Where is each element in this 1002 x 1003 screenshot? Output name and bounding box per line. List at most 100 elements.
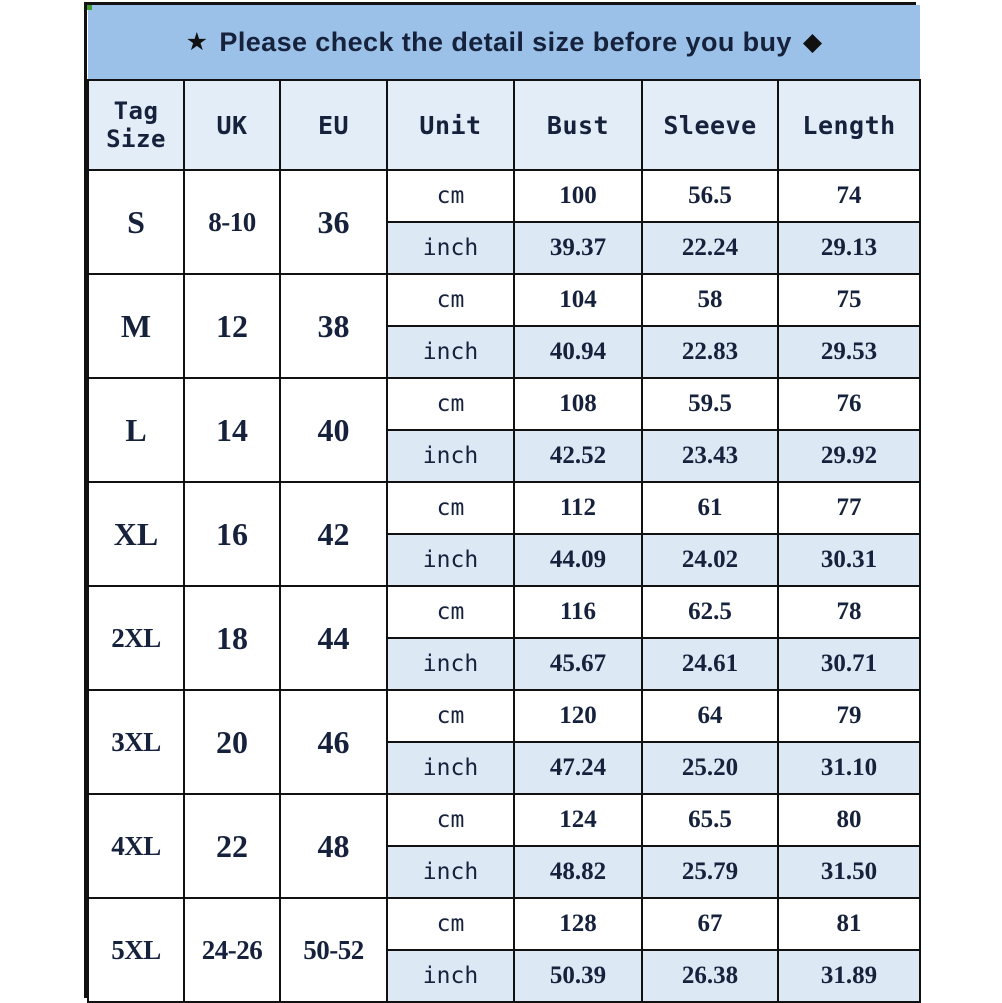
cell-length-inch: 29.53 xyxy=(776,325,922,379)
cell-tag-size: M xyxy=(87,273,185,379)
table-row: inch 47.24 25.20 31.10 xyxy=(88,741,922,795)
table-row: inch 42.52 23.43 29.92 xyxy=(88,429,922,483)
cell-eu: 38 xyxy=(279,273,388,379)
cell-sleeve-cm: 62.5 xyxy=(641,585,779,639)
cell-unit-inch: inch xyxy=(386,845,515,899)
cell-sleeve-cm: 65.5 xyxy=(641,793,779,847)
table-row: 2XL 18 44 cm 116 62.5 78 xyxy=(87,585,922,691)
cell-length-inch: 31.50 xyxy=(776,845,922,899)
cell-uk: 24-26 xyxy=(183,897,281,1003)
cell-length-inch: 31.10 xyxy=(776,741,922,795)
cell-uk: 18 xyxy=(183,585,281,691)
cell-unit-inch: inch xyxy=(386,741,515,795)
cell-bust-inch: 47.24 xyxy=(513,741,643,795)
cell-unit-cm: cm xyxy=(386,897,515,951)
cell-tag-size: 5XL xyxy=(87,897,185,1003)
cell-eu: 44 xyxy=(279,585,388,691)
cell-sleeve-cm: 67 xyxy=(641,897,779,951)
cell-unit-inch: inch xyxy=(386,325,515,379)
cell-uk: 14 xyxy=(183,377,281,483)
cell-unit-inch: inch xyxy=(386,637,515,691)
cell-sleeve-inch: 24.61 xyxy=(641,637,779,691)
table-row: 5XL 24-26 50-52 cm 128 67 81 xyxy=(87,897,922,1003)
table-row: inch 48.82 25.79 31.50 xyxy=(88,845,922,899)
cell-bust-cm: 128 xyxy=(513,897,643,951)
cell-unit-cm: cm xyxy=(386,793,515,847)
diamond-icon: ◆ xyxy=(802,27,823,56)
cell-bust-cm: 112 xyxy=(513,481,643,535)
cell-bust-cm: 120 xyxy=(513,689,643,743)
cell-length-inch: 30.71 xyxy=(776,637,922,691)
cell-length-inch: 31.89 xyxy=(776,949,922,1003)
column-header-bust: Bust xyxy=(513,79,643,171)
cell-length-cm: 77 xyxy=(776,481,922,535)
cell-length-inch: 29.92 xyxy=(776,429,922,483)
cell-bust-inch: 40.94 xyxy=(513,325,643,379)
cell-bust-inch: 42.52 xyxy=(513,429,643,483)
cell-sleeve-cm: 56.5 xyxy=(641,169,779,223)
cell-unit-cm: cm xyxy=(386,169,515,223)
corner-artifact xyxy=(87,5,92,10)
cell-uk: 20 xyxy=(183,689,281,795)
cell-length-cm: 75 xyxy=(776,273,922,327)
star-icon: ★ xyxy=(185,27,209,56)
cell-length-cm: 74 xyxy=(776,169,922,223)
column-header-tag-size: Tag Size xyxy=(87,79,185,171)
cell-bust-cm: 124 xyxy=(513,793,643,847)
cell-eu: 48 xyxy=(279,793,388,899)
column-header-sleeve: Sleeve xyxy=(641,79,779,171)
table-row: S 8-10 36 cm 100 56.5 74 xyxy=(87,169,922,275)
cell-eu: 36 xyxy=(279,169,388,275)
cell-length-cm: 76 xyxy=(776,377,922,431)
cell-sleeve-inch: 25.79 xyxy=(641,845,779,899)
cell-eu: 46 xyxy=(279,689,388,795)
cell-tag-size: L xyxy=(87,377,185,483)
cell-bust-cm: 104 xyxy=(513,273,643,327)
cell-uk: 8-10 xyxy=(183,169,281,275)
cell-sleeve-inch: 24.02 xyxy=(641,533,779,587)
column-header-eu: EU xyxy=(279,79,388,171)
cell-eu: 50-52 xyxy=(279,897,388,1003)
cell-bust-cm: 108 xyxy=(513,377,643,431)
cell-bust-inch: 45.67 xyxy=(513,637,643,691)
column-header-length: Length xyxy=(776,79,922,171)
cell-uk: 12 xyxy=(183,273,281,379)
cell-sleeve-inch: 22.24 xyxy=(641,221,779,275)
cell-uk: 16 xyxy=(183,481,281,587)
table-row: XL 16 42 cm 112 61 77 xyxy=(87,481,922,587)
cell-length-inch: 29.13 xyxy=(776,221,922,275)
cell-unit-inch: inch xyxy=(386,429,515,483)
cell-length-cm: 81 xyxy=(776,897,922,951)
cell-unit-inch: inch xyxy=(386,949,515,1003)
cell-unit-inch: inch xyxy=(386,221,515,275)
cell-length-cm: 78 xyxy=(776,585,922,639)
cell-tag-size: S xyxy=(87,169,185,275)
header-row: Tag Size UK EU Unit Bust Sleeve Length xyxy=(87,79,922,171)
table-row: inch 50.39 26.38 31.89 xyxy=(88,949,922,1003)
banner-cell: ★ Please check the detail size before yo… xyxy=(88,5,921,81)
banner-row: ★ Please check the detail size before yo… xyxy=(88,5,921,81)
table-row: 3XL 20 46 cm 120 64 79 xyxy=(87,689,922,795)
cell-unit-cm: cm xyxy=(386,377,515,431)
cell-bust-inch: 44.09 xyxy=(513,533,643,587)
size-chart-table: ★ Please check the detail size before yo… xyxy=(87,5,922,1003)
column-header-unit: Unit xyxy=(386,79,515,171)
cell-uk: 22 xyxy=(183,793,281,899)
cell-unit-cm: cm xyxy=(386,481,515,535)
table-row: M 12 38 cm 104 58 75 xyxy=(87,273,922,379)
cell-sleeve-inch: 22.83 xyxy=(641,325,779,379)
cell-sleeve-cm: 59.5 xyxy=(641,377,779,431)
cell-length-cm: 80 xyxy=(776,793,922,847)
table-row: inch 40.94 22.83 29.53 xyxy=(88,325,922,379)
cell-bust-cm: 100 xyxy=(513,169,643,223)
cell-bust-inch: 50.39 xyxy=(513,949,643,1003)
cell-length-cm: 79 xyxy=(776,689,922,743)
cell-sleeve-cm: 61 xyxy=(641,481,779,535)
cell-sleeve-inch: 25.20 xyxy=(641,741,779,795)
cell-length-inch: 30.31 xyxy=(776,533,922,587)
cell-eu: 42 xyxy=(279,481,388,587)
table-row: inch 44.09 24.02 30.31 xyxy=(88,533,922,587)
column-header-uk: UK xyxy=(183,79,281,171)
cell-bust-inch: 39.37 xyxy=(513,221,643,275)
